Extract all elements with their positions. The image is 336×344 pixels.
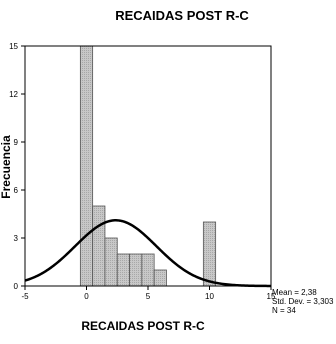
y-tick-label: 12 <box>9 90 18 99</box>
stats-std-dev: Std. Dev. = 3,303 <box>272 297 334 306</box>
x-tick-label: 5 <box>146 292 151 301</box>
histogram-bar <box>92 205 106 287</box>
histogram-bar <box>202 221 217 287</box>
y-tick-label: 6 <box>14 186 19 195</box>
histogram-bar <box>141 253 155 287</box>
x-tick-label: 15 <box>267 292 276 301</box>
stats-mean: Mean = 2,38 <box>272 288 317 297</box>
x-tick-label: 0 <box>84 292 89 301</box>
histogram-bar <box>104 237 118 287</box>
x-tick-label: -5 <box>21 292 29 301</box>
x-axis-ticks: -5 0 5 10 15 <box>21 286 276 301</box>
histogram-bar <box>153 269 167 287</box>
stats-n: N = 34 <box>272 306 296 315</box>
histogram-bar <box>129 253 143 287</box>
histogram-bar <box>116 253 130 287</box>
chart-title: RECAIDAS POST R-C <box>115 8 249 23</box>
histogram-bar <box>79 45 94 287</box>
plot-frame <box>24 45 272 287</box>
y-tick-label: 3 <box>14 234 19 243</box>
normal-curve <box>24 219 272 288</box>
y-tick-label: 15 <box>9 42 18 51</box>
y-tick-label: 9 <box>14 138 19 147</box>
bars-group <box>79 45 217 287</box>
y-axis-label: Frecuencia <box>0 135 13 199</box>
y-axis-ticks: 0 3 6 9 12 15 <box>9 42 25 291</box>
x-axis-label: RECAIDAS POST R-C <box>81 319 205 333</box>
x-tick-label: 10 <box>205 292 214 301</box>
y-tick-label: 0 <box>14 282 19 291</box>
